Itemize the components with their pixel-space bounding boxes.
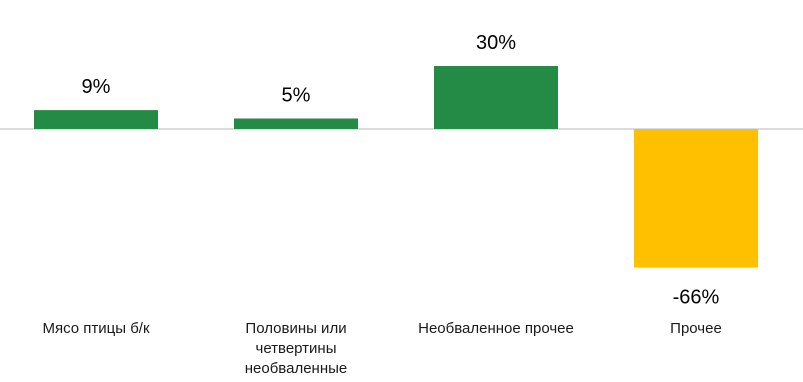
bar-2 <box>434 66 558 129</box>
category-label-0: Мясо птицы б/к <box>42 320 149 337</box>
category-label-3: Прочее <box>670 320 722 337</box>
category-label-line: Половины или <box>245 320 346 337</box>
data-label-0: 9% <box>82 76 111 98</box>
category-label-line: четвертины <box>256 340 337 357</box>
bar-0 <box>34 110 158 129</box>
category-label-line: необваленные <box>245 360 348 377</box>
category-label-1: Половины или четвертины необваленные <box>245 320 348 377</box>
category-label-line: Прочее <box>670 320 722 337</box>
data-label-1: 5% <box>282 85 311 107</box>
category-label-2: Необваленное прочее <box>418 320 574 337</box>
data-label-3: -66% <box>673 287 720 309</box>
data-label-2: 30% <box>476 32 516 54</box>
bar-1 <box>234 118 358 129</box>
bar-3 <box>634 129 758 268</box>
category-label-line: Необваленное прочее <box>418 320 574 337</box>
category-label-line: Мясо птицы б/к <box>42 320 149 337</box>
